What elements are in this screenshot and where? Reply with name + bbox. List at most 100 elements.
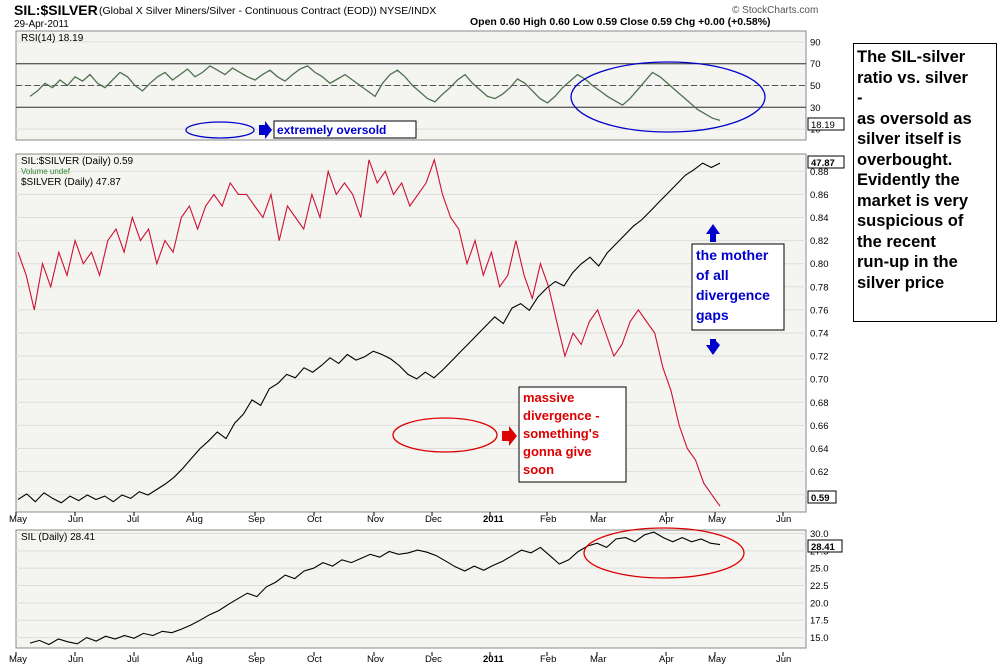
rsi-divergence-ellipse [570, 61, 766, 133]
commentary-line: The SIL-silver [857, 48, 966, 66]
ratio-tick-label: 0.66 [810, 421, 829, 432]
oversold-ellipse [185, 121, 255, 139]
commentary-line: overbought. [857, 150, 953, 169]
ratio-series-line [17, 157, 721, 507]
chart-symbol: SIL:$SILVER [14, 2, 98, 18]
mother-label-line: the mother [696, 247, 769, 263]
rsi-legend: RSI(14) 18.19 [21, 33, 84, 44]
x-tick-label: Dec [425, 514, 442, 525]
silver-last-label: 47.87 [811, 158, 835, 169]
commentary-line: - [857, 89, 863, 107]
ratio-tick-label: 0.80 [810, 259, 829, 270]
x-tick-label: Mar [590, 654, 606, 665]
rsi-series-line [29, 65, 721, 122]
commentary-box: The SIL-silver ratio vs. silver - as ove… [853, 43, 997, 322]
rsi-tick-label: 50 [810, 81, 821, 92]
x-axes: May Jun Jul Aug Sep Oct Nov Dec 2011 Feb Mar Apr May… [9, 512, 791, 665]
mother-label-line: of all [696, 267, 729, 283]
stockcharts-credit: © StockCharts.com [732, 5, 818, 16]
massive-label-line: massive [523, 390, 574, 405]
ratio-tick-label: 0.72 [810, 352, 829, 363]
massive-divergence-ellipse [392, 417, 498, 453]
x-tick-label: May [9, 654, 27, 665]
sil-legend: SIL (Daily) 28.41 [21, 532, 96, 543]
ratio-panel: 0.600.620.640.660.680.700.720.740.760.78… [15, 153, 845, 513]
x-tick-label: May [9, 514, 27, 525]
massive-box [518, 386, 627, 483]
commentary-line: silver itself is [857, 130, 962, 148]
silver-last-box [807, 155, 845, 169]
mother-label-line: divergence [696, 287, 770, 303]
ratio-tick-label: 0.82 [810, 236, 829, 247]
sil-tick-label: 17.5 [810, 616, 829, 627]
ratio-tick-label: 0.86 [810, 190, 829, 201]
massive-label-line: soon [523, 462, 554, 477]
x-tick-label: Apr [659, 654, 674, 665]
ratio-tick-label: 0.62 [810, 467, 829, 478]
sil-ellipse [583, 527, 745, 579]
x-tick-label: May [708, 514, 726, 525]
x-tick-label: Jun [776, 514, 791, 525]
ratio-tick-label: 0.64 [810, 444, 829, 455]
x-tick-label: Nov [367, 654, 384, 665]
ratio-tick-label: 0.68 [810, 398, 829, 409]
massive-label-line: gonna give [523, 444, 592, 459]
annotations: extremely oversold massive divergence - som… [185, 61, 785, 579]
x-tick-label: Oct [307, 514, 322, 525]
x-tick-label: 2011 [483, 654, 504, 665]
ratio-tick-label: 0.84 [810, 213, 829, 224]
ratio-legend: SIL:$SILVER (Daily) 0.59 [21, 156, 134, 167]
ratio-tick-label: 0.70 [810, 375, 829, 386]
massive-arrow-icon [502, 426, 517, 446]
commentary-line: silver price [857, 273, 945, 292]
commentary-line: Evidently the [857, 171, 960, 189]
x-tick-label: Feb [540, 514, 556, 525]
sil-last-label: 28.41 [811, 542, 835, 553]
x-tick-label: Oct [307, 654, 322, 665]
sil-tick-label: 30.0 [810, 529, 829, 540]
sil-tick-label: 22.5 [810, 581, 829, 592]
mother-box [691, 243, 785, 331]
rsi-tick-label: 90 [810, 37, 821, 48]
ratio-last-label: 0.59 [811, 493, 830, 504]
oversold-arrow-icon [259, 121, 272, 139]
commentary-line: market is very [857, 191, 968, 210]
sil-last-box [807, 539, 843, 553]
sil-tick-label: 20.0 [810, 598, 829, 609]
massive-label-line: divergence - [523, 408, 600, 423]
rsi-last-label: 18.19 [811, 120, 835, 131]
oversold-box [273, 120, 417, 139]
chart-description: (Global X Silver Miners/Silver - Continu… [99, 5, 436, 17]
x-tick-label: Jul [127, 514, 139, 525]
x-tick-label: Jun [68, 514, 83, 525]
x-tick-label: Feb [540, 654, 556, 665]
ratio-tick-label: 0.74 [810, 329, 829, 340]
x-tick-label: May [708, 654, 726, 665]
rsi-tick-label: 30 [810, 103, 821, 114]
ohlc-readout: Open 0.60 High 0.60 Low 0.59 Close 0.59 … [470, 16, 771, 28]
rsi-tick-label: 70 [810, 59, 821, 70]
oversold-label: extremely oversold [277, 123, 386, 137]
commentary-line: suspicious of [857, 212, 964, 230]
sil-series-line [29, 531, 721, 646]
x-tick-label: Dec [425, 654, 442, 665]
x-tick-label: 2011 [483, 514, 504, 525]
commentary-line: ratio vs. silver [857, 68, 968, 87]
x-tick-label: Aug [186, 654, 203, 665]
x-tick-label: Apr [659, 514, 674, 525]
x-tick-label: Aug [186, 514, 203, 525]
x-tick-label: Sep [248, 514, 265, 525]
mother-label-line: gaps [696, 307, 729, 323]
ratio-tick-label: 0.78 [810, 282, 829, 293]
sil-frame [15, 529, 807, 649]
volume-legend: Volume undef [21, 167, 71, 176]
commentary-line: run-up in the [857, 253, 958, 271]
ratio-tick-label: 0.76 [810, 305, 829, 316]
x-tick-label: Jun [776, 654, 791, 665]
commentary-line: the recent [857, 232, 936, 251]
ratio-last-box [807, 490, 837, 504]
mother-down-arrow-icon [706, 339, 720, 355]
mother-up-arrow-icon [706, 224, 720, 242]
